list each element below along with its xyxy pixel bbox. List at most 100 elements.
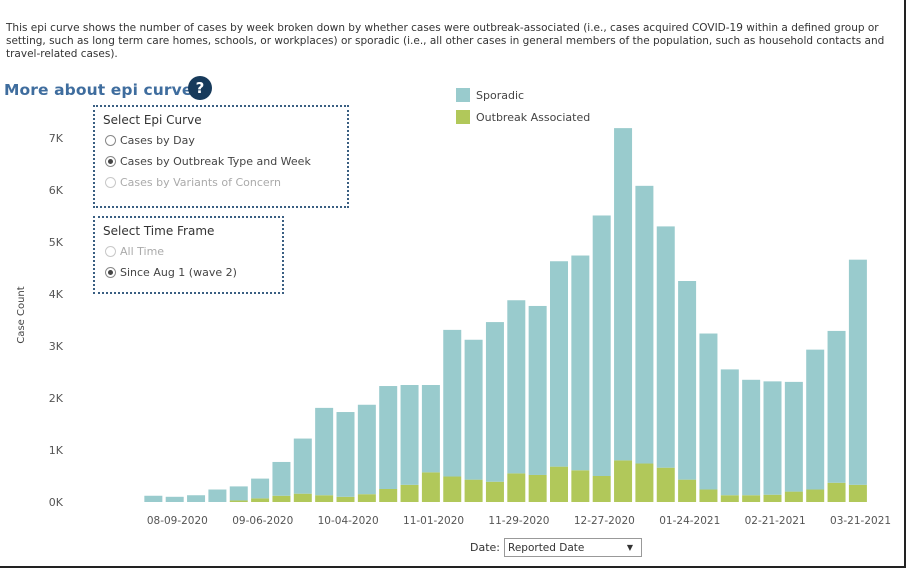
- bar-outbreak-09-06-2020[interactable]: [229, 500, 248, 502]
- y-tick-label: 0K: [49, 496, 64, 509]
- y-tick-label: 4K: [49, 288, 64, 301]
- radio-label-cases-by-outbreak-type-week: Cases by Outbreak Type and Week: [120, 155, 311, 168]
- bar-outbreak-10-04-2020[interactable]: [315, 495, 334, 502]
- bar-sporadic-10-18-2020[interactable]: [357, 404, 376, 495]
- bar-outbreak-12-20-2020[interactable]: [550, 466, 568, 502]
- bar-outbreak-11-08-2020[interactable]: [421, 472, 440, 502]
- bar-sporadic-12-06-2020[interactable]: [507, 300, 526, 474]
- bar-outbreak-01-03-2021[interactable]: [592, 476, 611, 502]
- x-tick-label: 12-27-2020: [574, 515, 635, 527]
- bar-outbreak-01-24-2021[interactable]: [656, 467, 675, 502]
- bar-sporadic-11-01-2020[interactable]: [400, 385, 419, 485]
- legend-item-sporadic[interactable]: Sporadic: [456, 84, 590, 106]
- radio-cases-by-day[interactable]: Cases by Day: [105, 133, 347, 148]
- bar-sporadic-09-20-2020[interactable]: [272, 461, 291, 496]
- bar-sporadic-12-20-2020[interactable]: [550, 261, 568, 467]
- bar-outbreak-02-28-2021[interactable]: [763, 494, 782, 502]
- bar-outbreak-12-27-2020[interactable]: [571, 470, 590, 502]
- bar-sporadic-01-10-2021[interactable]: [614, 128, 633, 461]
- bar-sporadic-09-13-2020[interactable]: [251, 478, 270, 499]
- bar-outbreak-10-18-2020[interactable]: [357, 494, 376, 502]
- bar-sporadic-08-16-2020[interactable]: [165, 496, 184, 502]
- bar-sporadic-03-07-2021[interactable]: [784, 381, 803, 492]
- x-tick-label: 11-01-2020: [403, 515, 464, 527]
- date-filter-label: Date:: [470, 541, 500, 554]
- help-icon[interactable]: ?: [188, 76, 212, 100]
- bar-sporadic-01-03-2021[interactable]: [592, 215, 611, 477]
- x-tick-label: 10-04-2020: [318, 515, 379, 527]
- bar-sporadic-08-09-2020[interactable]: [144, 495, 163, 502]
- bar-outbreak-11-29-2020[interactable]: [485, 481, 504, 502]
- bar-sporadic-01-17-2021[interactable]: [635, 185, 654, 464]
- bar-sporadic-10-04-2020[interactable]: [315, 407, 334, 496]
- bar-sporadic-08-30-2020[interactable]: [208, 489, 227, 502]
- y-tick-label: 6K: [49, 184, 64, 197]
- bar-outbreak-02-21-2021[interactable]: [742, 495, 761, 502]
- select-epi-curve-title: Select Epi Curve: [103, 113, 202, 127]
- legend-swatch-sporadic: [456, 88, 470, 102]
- intro-text: This epi curve shows the number of cases…: [6, 22, 885, 60]
- bar-sporadic-11-29-2020[interactable]: [485, 322, 504, 482]
- radio-since-aug-1[interactable]: Since Aug 1 (wave 2): [105, 265, 282, 280]
- bar-outbreak-09-20-2020[interactable]: [272, 495, 291, 502]
- radio-all-time[interactable]: All Time: [105, 244, 282, 259]
- bar-sporadic-12-13-2020[interactable]: [528, 305, 547, 475]
- bar-sporadic-01-31-2021[interactable]: [678, 281, 697, 480]
- bar-outbreak-10-11-2020[interactable]: [336, 496, 355, 502]
- legend-label-outbreak: Outbreak Associated: [476, 110, 591, 124]
- x-tick-label: 11-29-2020: [488, 515, 549, 527]
- date-filter-dropdown[interactable]: Reported Date ▼: [504, 538, 642, 557]
- bar-outbreak-01-31-2021[interactable]: [678, 479, 697, 502]
- y-tick-label: 5K: [49, 236, 64, 249]
- x-tick-label: 08-09-2020: [147, 515, 208, 527]
- bar-outbreak-12-13-2020[interactable]: [528, 474, 547, 502]
- bar-outbreak-09-13-2020[interactable]: [251, 498, 270, 502]
- bar-sporadic-08-23-2020[interactable]: [187, 495, 206, 502]
- bar-sporadic-03-21-2021[interactable]: [827, 330, 846, 483]
- bar-sporadic-12-27-2020[interactable]: [571, 255, 590, 471]
- bar-outbreak-11-22-2020[interactable]: [464, 479, 483, 502]
- bar-outbreak-03-14-2021[interactable]: [806, 489, 825, 502]
- bar-sporadic-11-22-2020[interactable]: [464, 339, 483, 480]
- radio-circle-cases-by-outbreak-type-week: [105, 156, 116, 167]
- bar-outbreak-03-28-2021[interactable]: [848, 484, 867, 502]
- bar-sporadic-02-14-2021[interactable]: [720, 369, 739, 496]
- bar-outbreak-02-14-2021[interactable]: [720, 495, 739, 502]
- more-about-epi-curves-link[interactable]: More about epi curves: [4, 81, 202, 99]
- bar-outbreak-03-21-2021[interactable]: [827, 482, 846, 502]
- dashboard-frame: [0, 0, 906, 568]
- bar-outbreak-01-10-2021[interactable]: [614, 460, 633, 502]
- legend-item-outbreak[interactable]: Outbreak Associated: [456, 106, 590, 128]
- bar-outbreak-11-01-2020[interactable]: [400, 484, 419, 502]
- bar-outbreak-01-17-2021[interactable]: [635, 463, 654, 502]
- x-tick-label: 09-06-2020: [232, 515, 293, 527]
- radio-circle-since-aug-1: [105, 267, 116, 278]
- date-filter: Date: Reported Date ▼: [470, 538, 642, 557]
- bar-outbreak-10-25-2020[interactable]: [379, 489, 398, 502]
- bar-sporadic-10-25-2020[interactable]: [379, 386, 398, 489]
- radio-cases-by-variants[interactable]: Cases by Variants of Concern: [105, 175, 347, 190]
- bar-sporadic-03-14-2021[interactable]: [806, 349, 825, 490]
- bar-sporadic-03-28-2021[interactable]: [848, 259, 867, 485]
- y-tick-label: 7K: [49, 132, 64, 145]
- bar-outbreak-02-07-2021[interactable]: [699, 489, 718, 502]
- bar-sporadic-09-06-2020[interactable]: [229, 486, 248, 501]
- bar-sporadic-10-11-2020[interactable]: [336, 412, 355, 497]
- bar-outbreak-09-27-2020[interactable]: [293, 493, 312, 502]
- radio-cases-by-outbreak-type-week[interactable]: Cases by Outbreak Type and Week: [105, 154, 347, 169]
- bar-outbreak-03-07-2021[interactable]: [784, 491, 803, 502]
- bar-sporadic-02-21-2021[interactable]: [742, 379, 761, 496]
- bar-sporadic-11-08-2020[interactable]: [421, 385, 440, 473]
- bar-sporadic-02-07-2021[interactable]: [699, 333, 718, 490]
- select-time-frame-title: Select Time Frame: [103, 224, 215, 238]
- radio-circle-cases-by-day: [105, 135, 116, 146]
- x-tick-label: 01-24-2021: [659, 515, 720, 527]
- bar-sporadic-02-28-2021[interactable]: [763, 381, 782, 495]
- bar-sporadic-11-15-2020[interactable]: [443, 329, 462, 477]
- bar-sporadic-09-27-2020[interactable]: [293, 438, 312, 494]
- radio-circle-all-time: [105, 246, 116, 257]
- bar-sporadic-01-24-2021[interactable]: [656, 226, 675, 468]
- bar-outbreak-12-06-2020[interactable]: [507, 473, 526, 502]
- select-time-frame-panel: Select Time Frame All Time Since Aug 1 (…: [93, 216, 284, 294]
- bar-outbreak-11-15-2020[interactable]: [443, 476, 462, 502]
